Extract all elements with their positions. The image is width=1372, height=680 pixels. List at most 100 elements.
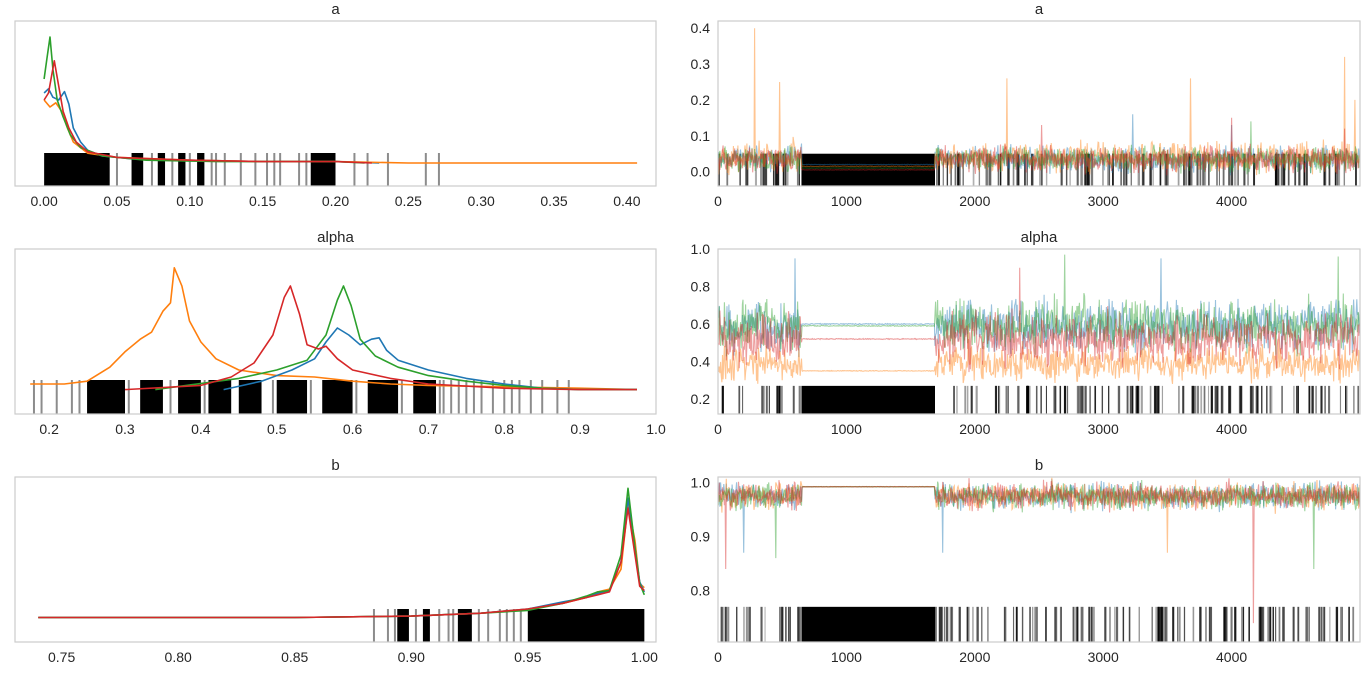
x-tick-label: 1000 <box>831 421 862 437</box>
x-tick-label: 1000 <box>831 193 862 209</box>
axes-frame <box>14 248 657 415</box>
x-tick-label: 0.25 <box>395 193 422 209</box>
x-tick-label: 2000 <box>959 649 990 665</box>
axes-frame <box>717 20 1361 187</box>
divergence-block <box>367 380 399 414</box>
x-tick-label: 0.80 <box>165 649 192 665</box>
x-tick-label: 1.00 <box>631 649 658 665</box>
x-tick-label: 0.00 <box>31 193 58 209</box>
panel-trace-a: a 0.0 0.1 0.2 0.3 0.4 0 1000 2000 3000 4000 <box>691 1 1361 209</box>
x-tick-label: 1.0 <box>646 421 666 437</box>
x-tick-label: 0 <box>714 421 722 437</box>
panel-density-a: a 0.00 0.05 0.10 0.15 0.20 0.25 0.30 0.35 0.40 <box>14 1 657 209</box>
x-tick-label: 0.9 <box>570 421 590 437</box>
divergence-block <box>413 380 437 414</box>
x-tick-label: 0.2 <box>39 421 59 437</box>
y-tick-label: 0.2 <box>691 391 711 407</box>
divergence-block <box>44 153 110 186</box>
x-tick-label: 2000 <box>959 421 990 437</box>
x-tick-label: 0 <box>714 649 722 665</box>
divergence-block <box>131 153 144 186</box>
plot-area <box>43 36 638 186</box>
divergence-block <box>238 380 262 414</box>
trace-line-green <box>718 479 1360 570</box>
x-tick-label: 0.15 <box>249 193 276 209</box>
panel-density-b: b 0.75 0.80 0.85 0.90 0.95 1.00 <box>14 457 658 665</box>
divergence-rug <box>32 380 570 414</box>
divergence-rug <box>720 606 1355 642</box>
x-tick-label: 4000 <box>1216 193 1247 209</box>
panel-title: alpha <box>1021 229 1058 246</box>
divergence-block <box>276 380 308 414</box>
x-tick-label: 0.10 <box>176 193 203 209</box>
trace-line-red <box>718 267 1360 373</box>
x-tick-label: 1000 <box>831 649 862 665</box>
divergence-block <box>140 380 163 414</box>
divergence-rug <box>44 153 440 186</box>
divergence-block <box>801 606 935 642</box>
trace-line-green <box>718 121 1360 175</box>
x-tick-label: 0.85 <box>281 649 308 665</box>
trace-line-orange <box>718 323 1360 384</box>
density-line-green <box>38 487 646 619</box>
plot-area <box>718 477 1360 642</box>
density-line-blue <box>38 497 646 619</box>
divergence-block <box>801 153 935 186</box>
density-line-blue <box>43 88 380 164</box>
trace-line-green <box>718 254 1360 357</box>
x-tick-label: 0.05 <box>103 193 130 209</box>
x-tick-label: 0.4 <box>191 421 211 437</box>
panel-title: a <box>1035 1 1044 18</box>
x-tick-label: 0.5 <box>267 421 287 437</box>
y-tick-label: 0.8 <box>691 279 711 295</box>
x-tick-label: 2000 <box>959 193 990 209</box>
panel-density-alpha: alpha 0.2 0.3 0.4 0.5 0.6 0.7 0.8 0.9 1.0 <box>14 229 666 437</box>
axes-frame <box>717 248 1361 415</box>
divergence-block <box>322 380 353 414</box>
x-tick-label: 0.8 <box>495 421 515 437</box>
y-tick-label: 0.4 <box>691 354 711 370</box>
y-tick-label: 0.2 <box>691 92 711 108</box>
panel-trace-alpha: alpha 0.2 0.4 0.6 0.8 1.0 0 1000 2000 3000 4000 <box>691 229 1361 437</box>
x-tick-label: 0.20 <box>322 193 349 209</box>
divergence-rug <box>721 385 1360 414</box>
divergence-block <box>178 153 186 186</box>
x-tick-label: 0 <box>714 193 722 209</box>
trace-line-red <box>718 117 1360 176</box>
density-line-orange <box>30 267 638 391</box>
density-line-red <box>124 285 637 391</box>
density-line-blue <box>223 327 637 391</box>
density-line-red <box>38 507 645 619</box>
panel-title: b <box>1035 457 1043 474</box>
trace-line-red <box>718 478 1360 624</box>
plot-area <box>718 254 1360 414</box>
x-tick-label: 3000 <box>1088 421 1119 437</box>
y-tick-label: 0.9 <box>691 529 711 545</box>
x-tick-label: 0.95 <box>514 649 541 665</box>
x-tick-label: 0.3 <box>115 421 135 437</box>
y-tick-label: 0.0 <box>691 164 711 180</box>
y-tick-label: 0.8 <box>691 583 711 599</box>
divergence-block <box>178 380 201 414</box>
panel-title: alpha <box>317 229 354 246</box>
x-tick-label: 0.90 <box>398 649 425 665</box>
divergence-block <box>527 609 645 642</box>
y-tick-label: 1.0 <box>691 474 711 490</box>
y-tick-label: 0.3 <box>691 56 711 72</box>
plot-area <box>38 487 646 642</box>
axes-frame <box>14 20 657 187</box>
axes-frame <box>14 476 657 643</box>
x-tick-label: 4000 <box>1216 649 1247 665</box>
x-tick-label: 3000 <box>1088 193 1119 209</box>
plot-area <box>30 267 638 414</box>
trace-line-blue <box>718 258 1360 358</box>
density-line-green <box>155 285 637 391</box>
trace-line-orange <box>718 477 1360 553</box>
x-tick-label: 0.6 <box>343 421 363 437</box>
density-line-green <box>43 36 365 164</box>
y-tick-label: 0.4 <box>691 20 711 36</box>
panel-title: b <box>331 457 339 474</box>
divergence-block <box>397 609 409 642</box>
density-line-orange <box>38 503 645 619</box>
